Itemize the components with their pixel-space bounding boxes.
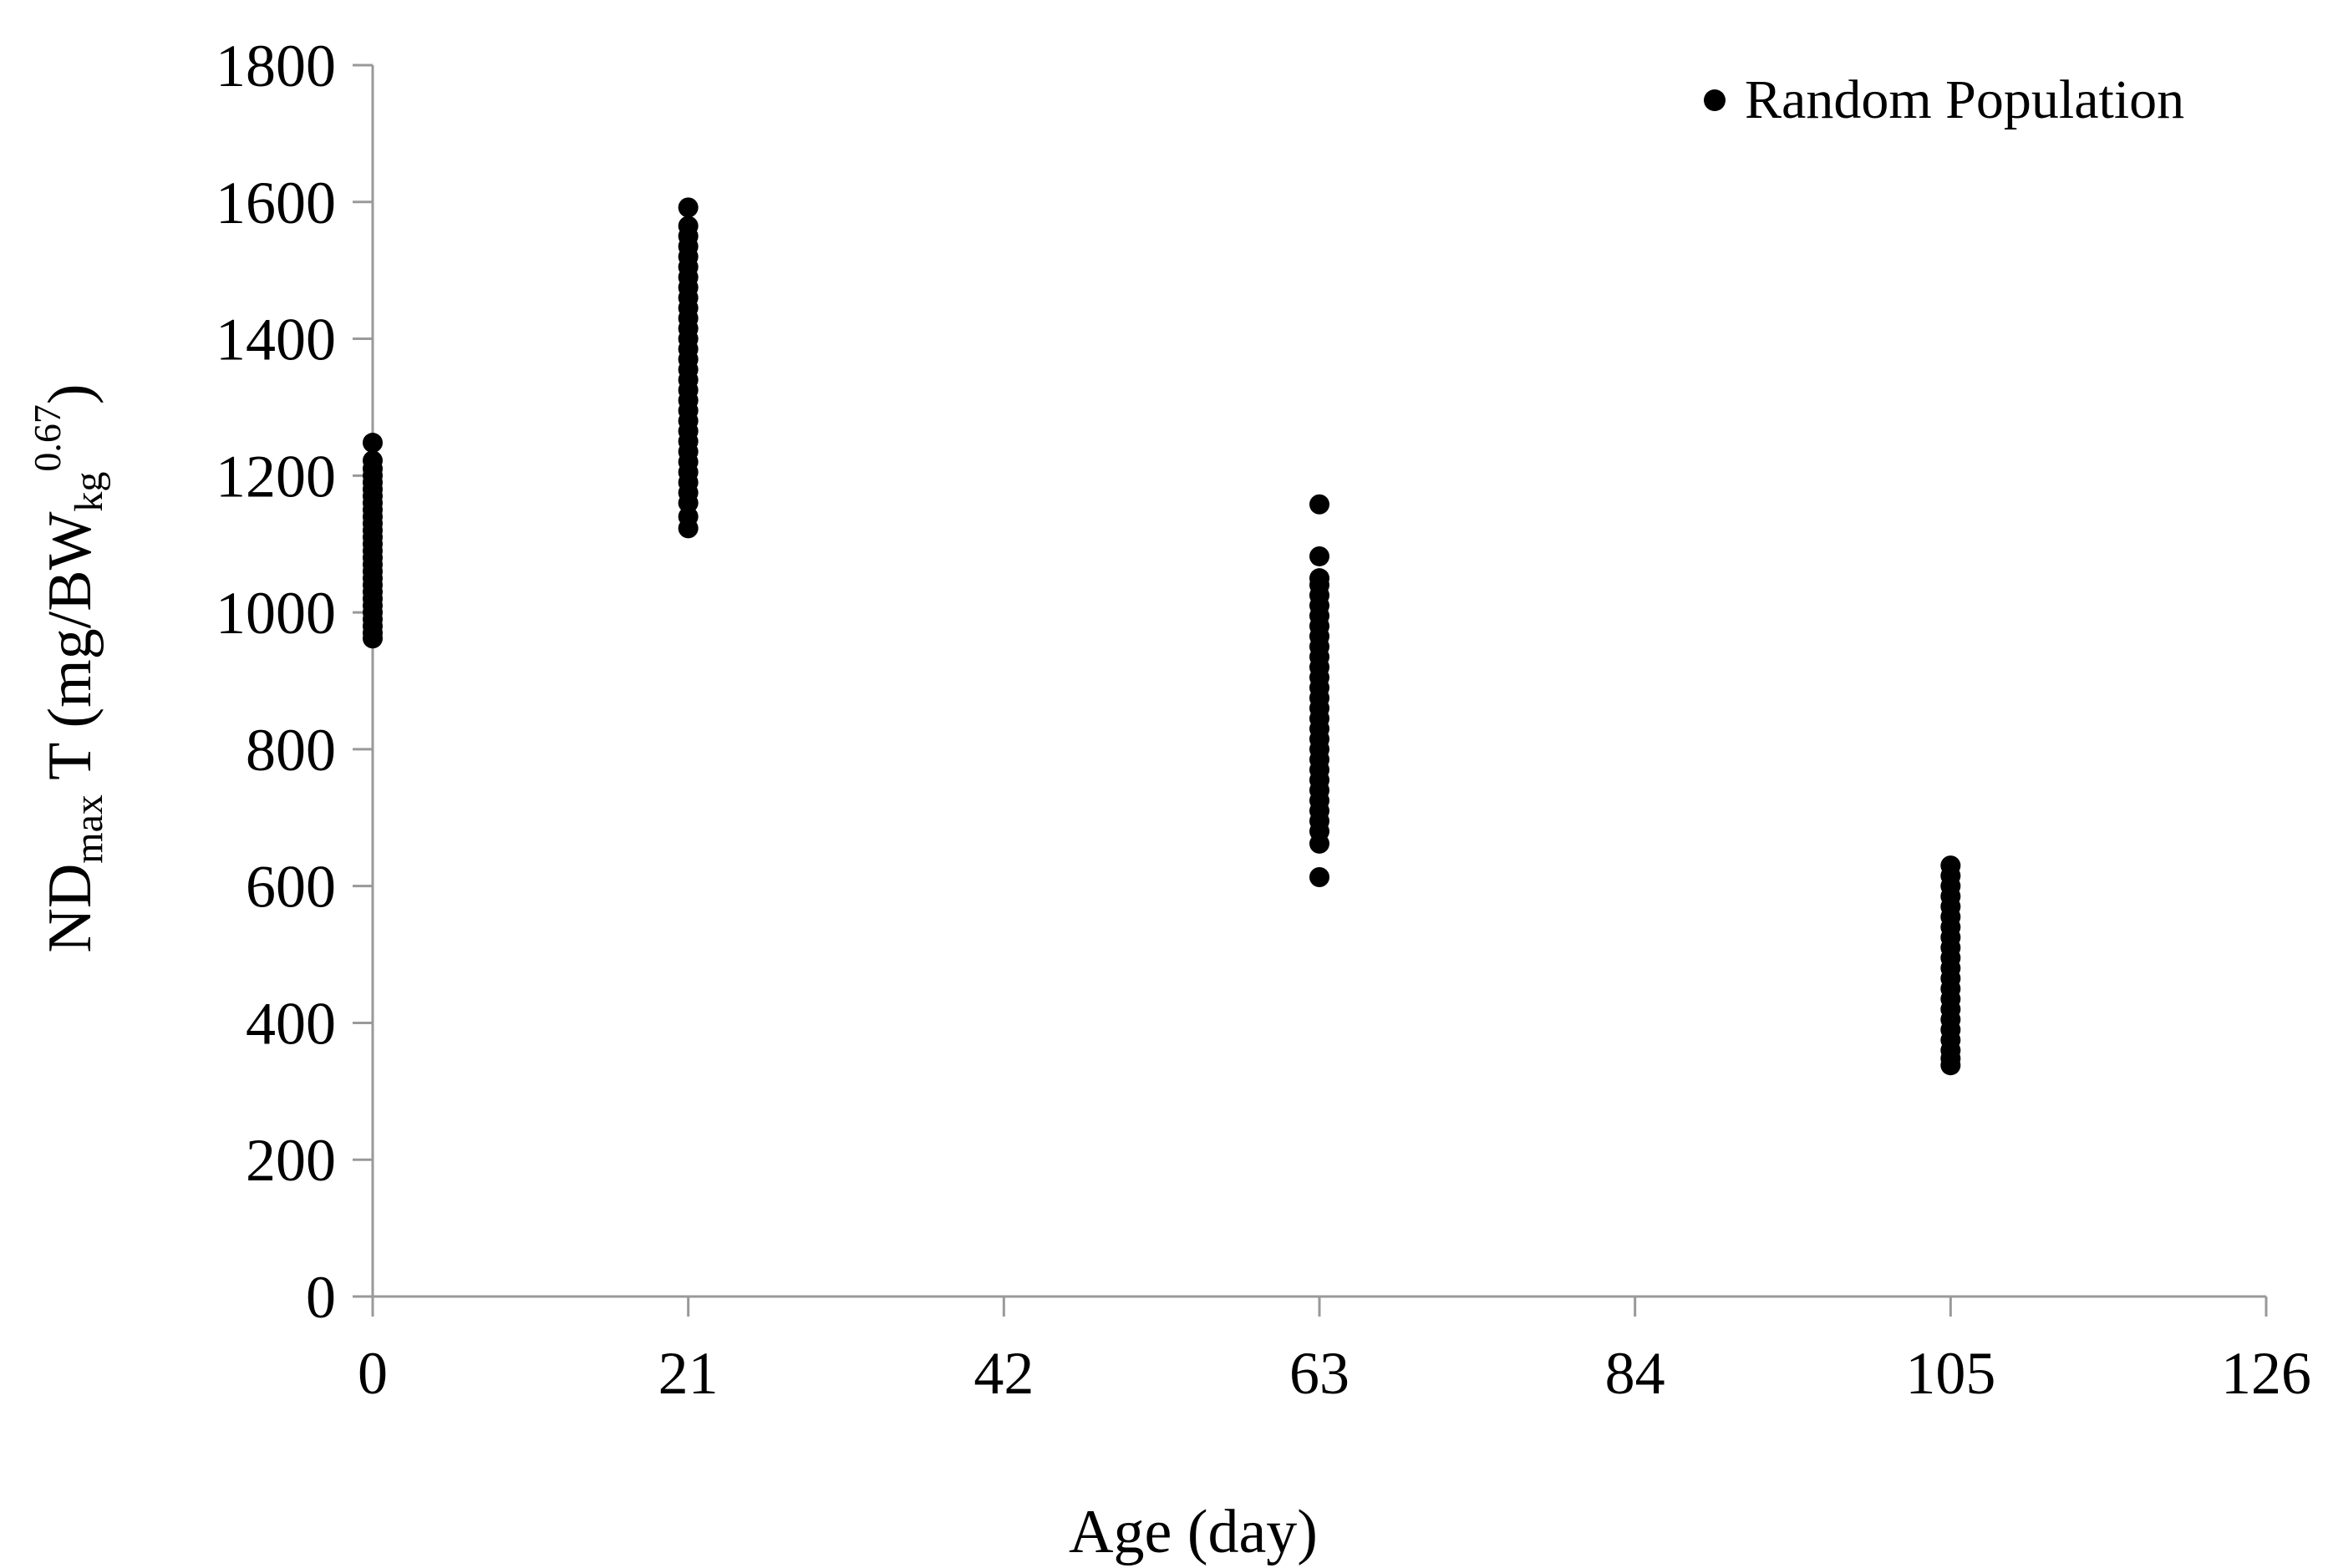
data-point <box>1309 867 1329 888</box>
legend-label: Random Population <box>1745 69 2184 130</box>
data-point <box>1309 833 1329 854</box>
legend-marker <box>1704 89 1726 111</box>
y-axis-title-close: ) <box>36 383 104 404</box>
y-axis-title: NDmax T (mg/BWkg0.67) <box>26 383 111 952</box>
x-tick-label: 63 <box>1289 1340 1350 1407</box>
x-axis-title: Age (day) <box>1069 1498 1318 1566</box>
x-tick-label: 105 <box>1905 1340 1995 1407</box>
y-tick-label: 800 <box>246 717 336 784</box>
y-axis-title-unit-subscript: kg <box>67 472 111 512</box>
y-tick-label: 600 <box>246 854 336 921</box>
data-point <box>678 197 699 218</box>
y-tick-label: 1600 <box>216 170 336 236</box>
x-tick-label: 21 <box>658 1340 719 1407</box>
y-tick-label: 1000 <box>216 580 336 647</box>
y-tick-label: 1800 <box>216 33 336 99</box>
data-point <box>1309 546 1329 566</box>
data-point <box>1940 1055 1961 1076</box>
y-axis-title-unit-superscript: 0.67 <box>26 404 69 472</box>
x-tick-label: 84 <box>1605 1340 1665 1407</box>
data-point <box>363 433 383 454</box>
y-tick-label: 0 <box>306 1264 336 1331</box>
data-point <box>1309 494 1329 515</box>
tick-labels: 0 200 400 600 800 1000 1200 1400 1600 1800 0 21 42 63… <box>216 33 2311 1407</box>
y-axis-title-mid: T (mg/BW <box>36 511 104 794</box>
y-tick-label: 400 <box>246 990 336 1057</box>
axes <box>353 63 2268 1317</box>
data-points <box>363 197 1961 1076</box>
y-tick-label: 200 <box>246 1127 336 1194</box>
x-tick-label: 0 <box>358 1340 388 1407</box>
x-tick-label: 126 <box>2221 1340 2311 1407</box>
legend: Random Population <box>1704 69 2184 130</box>
x-tick-label: 42 <box>973 1340 1034 1407</box>
y-tick-label: 1200 <box>216 443 336 510</box>
data-point <box>678 518 699 539</box>
y-tick-label: 1400 <box>216 307 336 373</box>
data-point <box>363 628 383 649</box>
y-axis-title-subscript: max <box>67 794 111 864</box>
y-axis-title-base: ND <box>36 864 104 953</box>
